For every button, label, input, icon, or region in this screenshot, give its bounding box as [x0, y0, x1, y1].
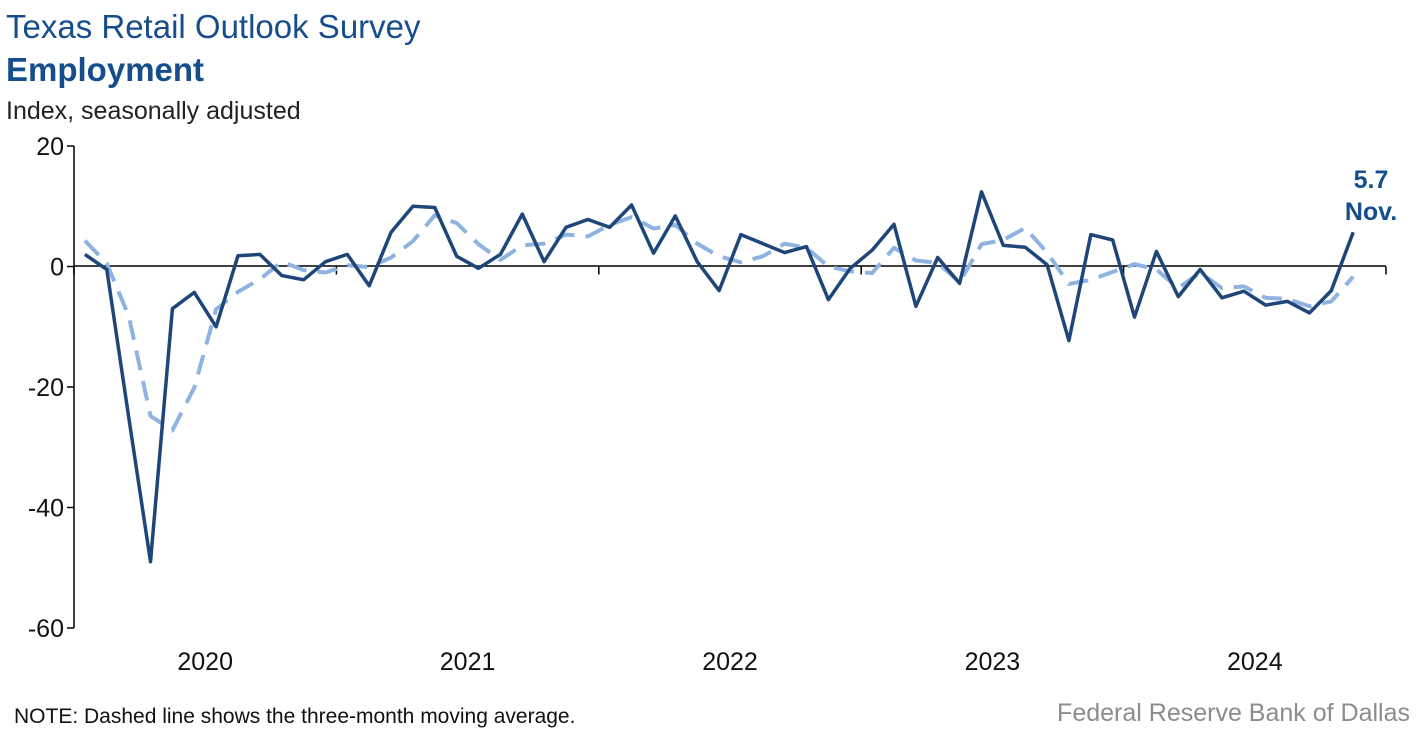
y-tick-label: 0: [50, 254, 64, 282]
axis-ticks-group: [67, 145, 1387, 629]
latest-month-label: Nov.: [1345, 198, 1397, 226]
chart-title: Texas Retail Outlook Survey: [6, 8, 421, 45]
source-credit: Federal Reserve Bank of Dallas: [1057, 699, 1410, 727]
axis-labels-group: 20 0 -20 -40 -60 2020 2021 2022 2023 2024: [28, 133, 1283, 676]
x-tick-label: 2020: [177, 648, 233, 676]
footnote: NOTE: Dashed line shows the three-month …: [14, 705, 576, 728]
employment-index-series-line: [83, 190, 1355, 564]
x-tick-label: 2023: [965, 648, 1021, 676]
latest-value-label: 5.7: [1354, 166, 1389, 194]
chart-subtitle: Employment: [6, 51, 205, 88]
y-tick-label: -40: [28, 495, 64, 523]
y-axis-units-label: Index, seasonally adjusted: [6, 97, 301, 125]
x-tick-label: 2022: [702, 648, 758, 676]
moving-average-series-line: [83, 213, 1355, 433]
x-tick-label: 2024: [1227, 648, 1283, 676]
y-tick-label: -60: [28, 615, 64, 643]
y-tick-label: -20: [28, 374, 64, 402]
x-tick-label: 2021: [440, 648, 496, 676]
y-tick-label: 20: [36, 133, 64, 161]
